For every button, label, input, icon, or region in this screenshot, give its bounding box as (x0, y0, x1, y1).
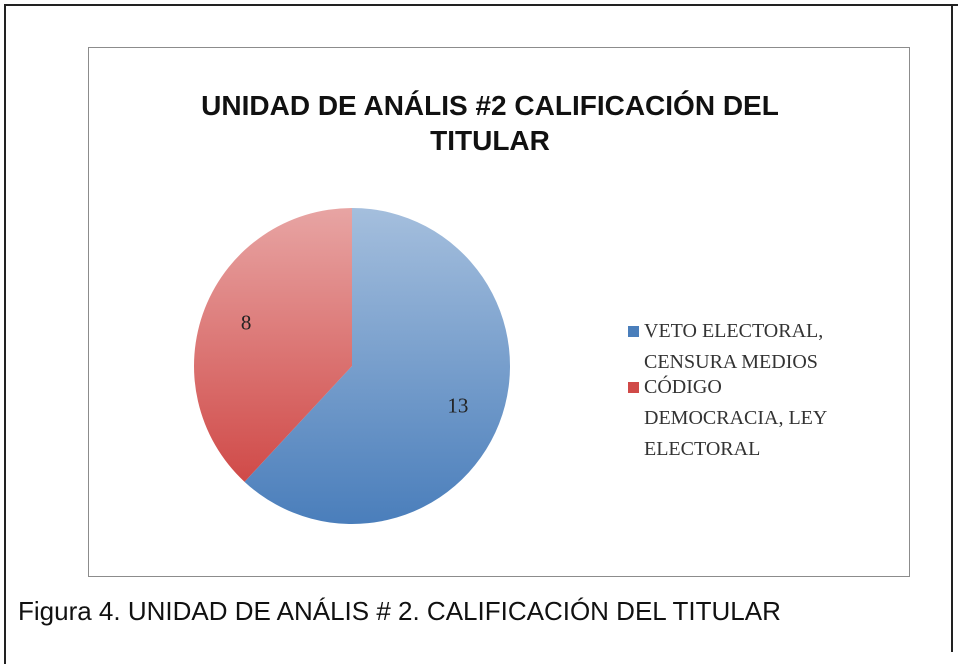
legend-swatch (628, 382, 639, 393)
legend-label: VETO ELECTORAL, CENSURA MEDIOS (644, 320, 824, 373)
legend-swatch (628, 326, 639, 337)
chart-title: UNIDAD DE ANÁLIS #2 CALIFICACIÓN DEL TIT… (201, 90, 779, 156)
figure-frame (951, 4, 953, 652)
legend-label: CÓDIGO DEMOCRACIA, LEY ELECTORAL (644, 376, 827, 460)
legend-item: CÓDIGO DEMOCRACIA, LEY ELECTORAL (628, 372, 844, 465)
figure-frame (4, 4, 958, 664)
legend-item: VETO ELECTORAL, CENSURA MEDIOS (628, 316, 844, 378)
data-label: 13 (447, 393, 468, 417)
pie-slice (194, 208, 352, 482)
data-label: 8 (241, 310, 252, 334)
caption: Figura 4. UNIDAD DE ANÁLIS # 2. CALIFICA… (18, 596, 781, 626)
pie-slice (244, 208, 511, 524)
